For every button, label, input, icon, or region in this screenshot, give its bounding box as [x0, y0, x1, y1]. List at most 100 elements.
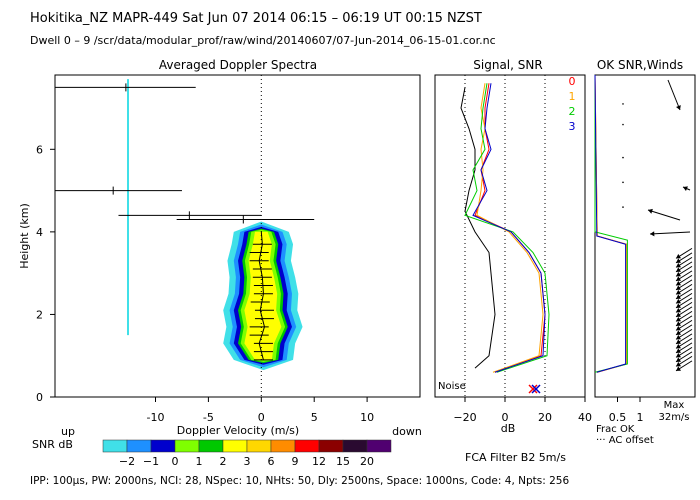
snr-series-line	[460, 87, 496, 369]
colorbar-swatch	[342, 439, 368, 453]
colorbar-swatch	[246, 439, 272, 453]
up-label: up	[61, 425, 75, 438]
snr-xtick-label: 40	[578, 411, 592, 424]
wind-barb-head	[676, 294, 681, 299]
spectra-xlabel: Doppler Velocity (m/s)	[177, 424, 299, 437]
colorbar-tick-label: 0	[172, 455, 179, 468]
colorbar-swatch	[294, 439, 320, 453]
wind-barb-head	[676, 262, 681, 268]
spectra-xtick-label: 10	[360, 411, 374, 424]
colorbar-tick-label: 20	[360, 455, 374, 468]
winds-xtick-label: 1	[637, 411, 644, 424]
snr-xtick-label: 20	[538, 411, 552, 424]
wind-barb-head	[676, 312, 681, 317]
wind-barb-head	[676, 307, 681, 313]
spectra-axes: -10 -5 0 5 10 0 2 4 6	[36, 75, 374, 424]
max-value: 32m/s	[658, 412, 689, 423]
frac-ok-line	[594, 74, 627, 373]
wind-barb-head	[676, 298, 681, 304]
winds-title: OK SNR,Winds	[597, 58, 683, 72]
wind-dot	[622, 103, 624, 105]
frac-ok-line	[594, 75, 628, 373]
frac-ok-line	[594, 74, 627, 373]
wind-barb-head	[676, 289, 681, 295]
colorbar-tick-label: −1	[143, 455, 159, 468]
wind-barb-head	[676, 330, 681, 335]
height-ylabel: Height (km)	[18, 203, 31, 269]
wind-barb-head	[676, 348, 681, 353]
wind-barb-head	[676, 361, 681, 367]
down-label: down	[392, 425, 422, 438]
wind-barb-head	[676, 334, 681, 340]
colorbar-tick-label: 9	[292, 455, 299, 468]
header-title: Hokitika_NZ MAPR-449 Sat Jun 07 2014 06:…	[30, 11, 482, 26]
wind-arrow-head	[650, 231, 655, 237]
wind-barb-head	[676, 366, 681, 371]
wind-dot	[622, 181, 624, 184]
spectra-ytick-label: 4	[36, 226, 43, 239]
spectra-xtick-label: 5	[311, 411, 318, 424]
wind-arrow-head	[648, 208, 653, 214]
spectra-frame	[54, 74, 421, 398]
colorbar-swatch	[222, 439, 248, 453]
rain-velocity-profile	[249, 231, 274, 361]
snr-frame	[434, 74, 586, 398]
noise-markers	[528, 384, 541, 394]
frac-ok-label: Frac OK	[596, 424, 635, 435]
footer-params: IPP: 100μs, PW: 2000ns, NCI: 28, NSpec: …	[30, 475, 569, 487]
colorbar-tick-label: −2	[119, 455, 135, 468]
colorbar-label: SNR dB	[32, 438, 73, 451]
wind-barb-head	[676, 253, 681, 259]
wind-barb-head	[676, 271, 681, 277]
wind-arrow	[647, 209, 681, 221]
dwell-legend: 0 1 2 3	[569, 75, 576, 133]
colorbar-swatch	[270, 439, 296, 453]
wind-dot	[622, 123, 624, 126]
colorbar-swatch	[174, 439, 200, 453]
wind-barb-head	[676, 316, 681, 322]
wind-arrow	[649, 231, 691, 235]
colorbar-swatch	[102, 439, 128, 453]
fca-filter: FCA Filter B2 5m/s	[465, 451, 566, 464]
ac-offset-label: ··· AC offset	[596, 435, 654, 446]
noise-label: Noise	[438, 381, 466, 392]
snr-colorbar: −2 −1 0 1 2 3 6 9 12 15 20	[102, 439, 392, 468]
snr-series-line	[464, 83, 550, 373]
spectra-title: Averaged Doppler Spectra	[159, 58, 317, 72]
snr-axes: −20 0 20 40	[453, 75, 592, 424]
wind-dot	[622, 206, 624, 208]
colorbar-tick-label: 1	[196, 455, 203, 468]
colorbar-tick-label: 15	[336, 455, 350, 468]
wind-arrow	[667, 79, 681, 111]
wind-barb-head	[676, 303, 681, 308]
spectra-ytick-label: 0	[36, 391, 43, 404]
legend-entry: 3	[569, 120, 576, 133]
colorbar-tick-label: 2	[220, 455, 227, 468]
colorbar-swatch	[366, 439, 392, 453]
max-label: Max	[664, 400, 685, 411]
wind-barbs	[622, 79, 693, 372]
wind-barb-head	[676, 321, 681, 326]
spectra-xtick-label: -5	[203, 411, 214, 424]
spectra-xtick-label: 0	[258, 411, 265, 424]
wind-barb-head	[676, 343, 681, 349]
colorbar-tick-label: 3	[244, 455, 251, 468]
legend-entry: 2	[569, 105, 576, 118]
spectra-contours	[127, 79, 303, 371]
legend-entry: 0	[569, 75, 576, 88]
wind-barb-head	[676, 357, 681, 362]
snr-series-line	[476, 83, 544, 373]
wind-arrow-head	[683, 186, 688, 192]
wind-barb-head	[676, 339, 681, 344]
snr-series	[460, 83, 550, 373]
legend-entry: 1	[569, 90, 576, 103]
wind-barb-head	[676, 267, 681, 272]
colorbar-swatch	[150, 439, 176, 453]
wind-barb-head	[676, 325, 681, 331]
snr-series-line	[472, 83, 546, 373]
colorbar-tick-label: 6	[268, 455, 275, 468]
winds-axes: 0.5 1	[609, 397, 644, 424]
colorbar-swatch	[318, 439, 344, 453]
snr-xtick-label: −20	[453, 411, 476, 424]
